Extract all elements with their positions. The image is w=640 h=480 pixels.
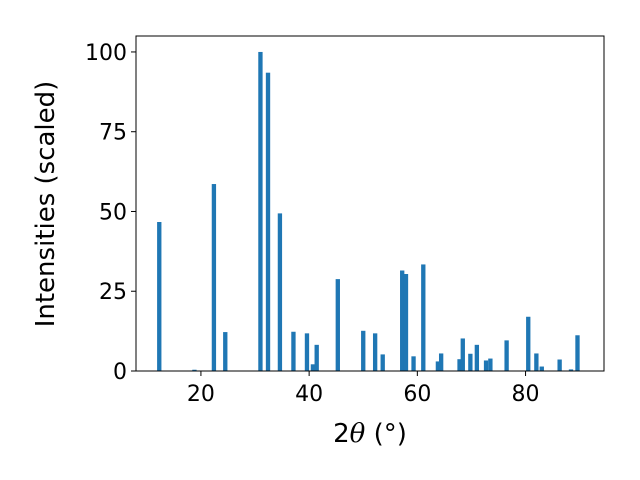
bar xyxy=(534,353,539,371)
bar xyxy=(411,356,416,371)
bar xyxy=(380,354,385,371)
bar xyxy=(310,364,316,371)
bar xyxy=(504,340,509,371)
bar xyxy=(526,316,531,371)
bar xyxy=(335,279,340,371)
bar xyxy=(258,51,263,371)
y-tick-label: 75 xyxy=(99,121,127,146)
bars xyxy=(157,51,580,371)
x-axis-label: 2θ (°) xyxy=(333,419,407,449)
y-tick-label: 25 xyxy=(99,280,127,305)
bar xyxy=(557,359,562,371)
y-axis-label: Intensities (scaled) xyxy=(31,81,61,328)
bar xyxy=(361,330,366,371)
bar xyxy=(157,222,162,371)
bar xyxy=(568,369,574,371)
bar xyxy=(468,353,473,371)
bar xyxy=(372,333,378,371)
bar xyxy=(211,184,217,371)
bar xyxy=(474,344,480,371)
y-tick-label: 100 xyxy=(85,41,127,66)
bar xyxy=(265,72,271,371)
bar xyxy=(575,335,580,371)
bar xyxy=(460,338,465,371)
bar xyxy=(421,264,426,371)
x-tick-label: 80 xyxy=(512,382,540,407)
y-axis-ticks: 0 25 50 75 100 xyxy=(85,41,136,385)
bar xyxy=(403,274,409,371)
bar xyxy=(438,353,444,371)
bar xyxy=(314,344,319,371)
x-tick-label: 40 xyxy=(295,382,323,407)
bar xyxy=(539,366,544,371)
bar xyxy=(488,358,493,371)
bar xyxy=(400,270,405,371)
bar xyxy=(192,369,197,371)
y-tick-label: 50 xyxy=(99,200,127,225)
x-tick-label: 20 xyxy=(187,382,215,407)
bar xyxy=(457,359,462,371)
bar xyxy=(223,332,228,371)
plot-frame xyxy=(135,35,605,372)
bar xyxy=(277,213,283,371)
bar xyxy=(483,360,489,371)
y-tick-label: 0 xyxy=(113,360,127,385)
x-tick-label: 60 xyxy=(403,382,431,407)
bar xyxy=(291,331,296,371)
bar xyxy=(435,361,441,371)
x-axis-ticks: 20 40 60 80 xyxy=(187,371,540,407)
bar xyxy=(304,333,310,371)
